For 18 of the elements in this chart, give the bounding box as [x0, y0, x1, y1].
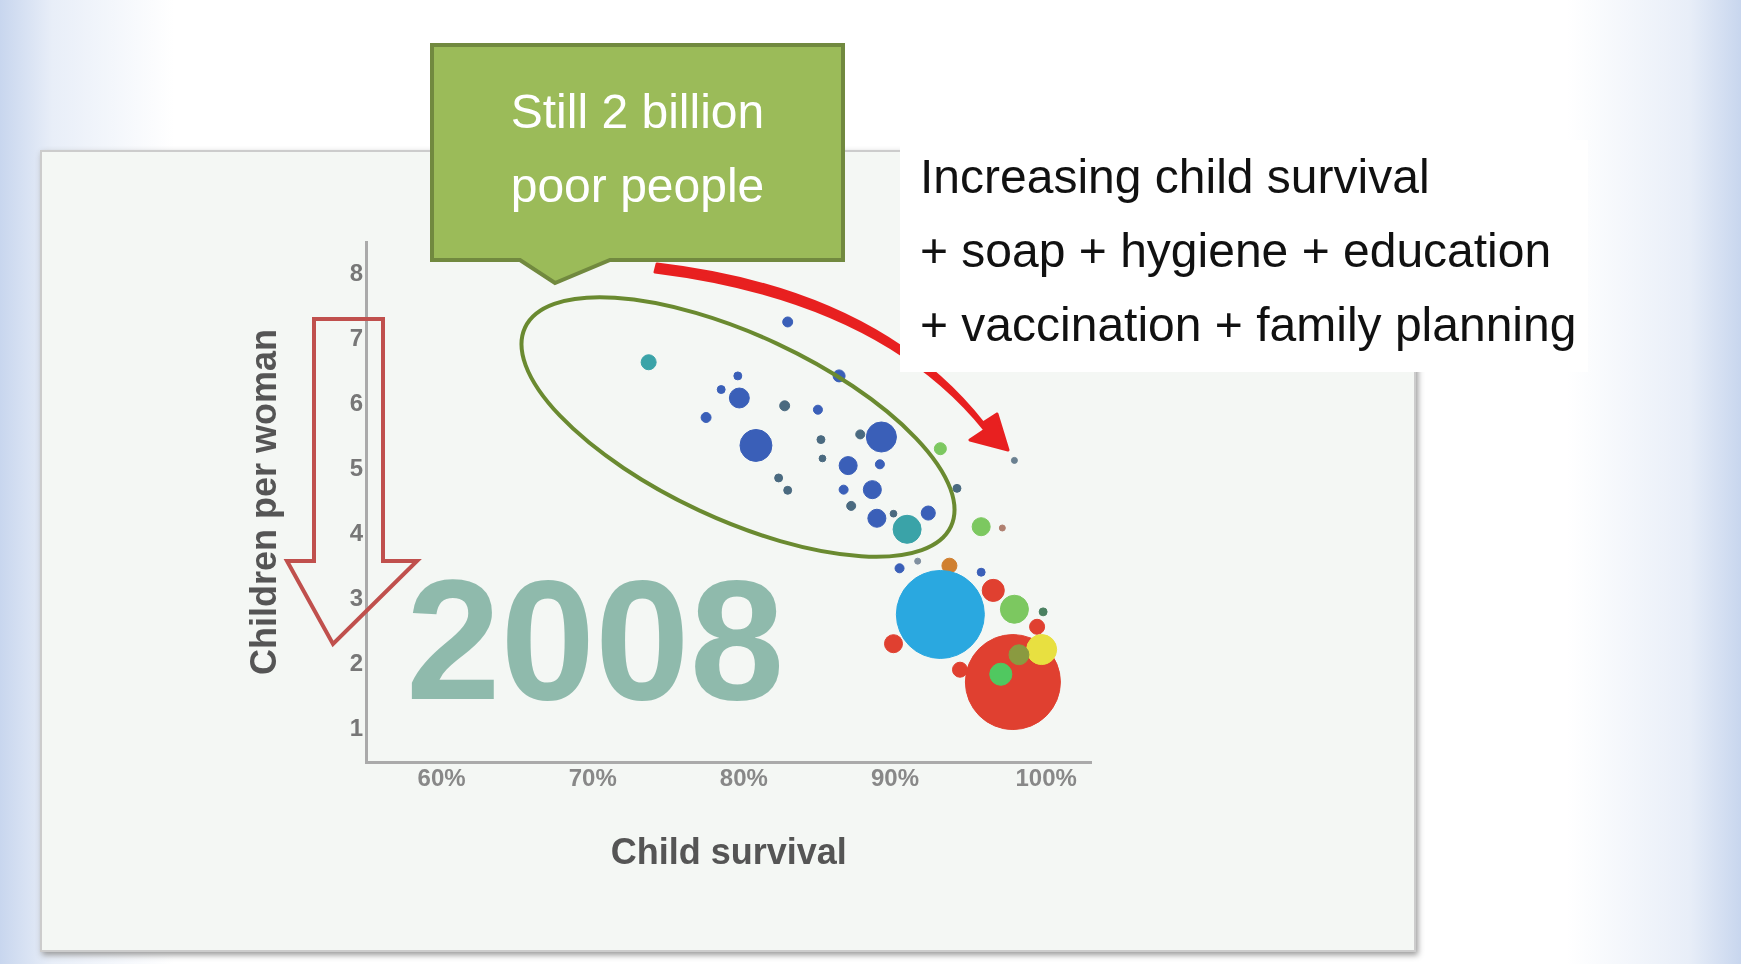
y-tick-label: 2	[349, 649, 363, 677]
y-tick-label: 4	[349, 519, 364, 547]
annotation: 2008	[406, 544, 785, 735]
x-tick-label: 100%	[1015, 764, 1077, 792]
text: Still 2 billion poor people	[509, 84, 766, 214]
y-axis-title: Children per woman	[242, 328, 284, 676]
x-tick-label: 90%	[870, 764, 920, 792]
x-tick-label: 60%	[417, 764, 466, 792]
x-axis-title: Child survival	[610, 831, 847, 873]
x-tick-label: 70%	[568, 764, 617, 792]
y-tick-label: 1	[349, 714, 363, 742]
y-tick-label: 5	[349, 454, 363, 482]
y-tick-label: 6	[349, 389, 363, 417]
x-tick-label: 80%	[719, 764, 768, 792]
y-tick-label: 8	[349, 259, 363, 287]
y-tick-label: 3	[349, 584, 363, 612]
annotation: Increasing child survival + soap + hygiene + education + vaccination + family planning	[900, 140, 1589, 372]
y-tick-label: 7	[349, 324, 363, 352]
